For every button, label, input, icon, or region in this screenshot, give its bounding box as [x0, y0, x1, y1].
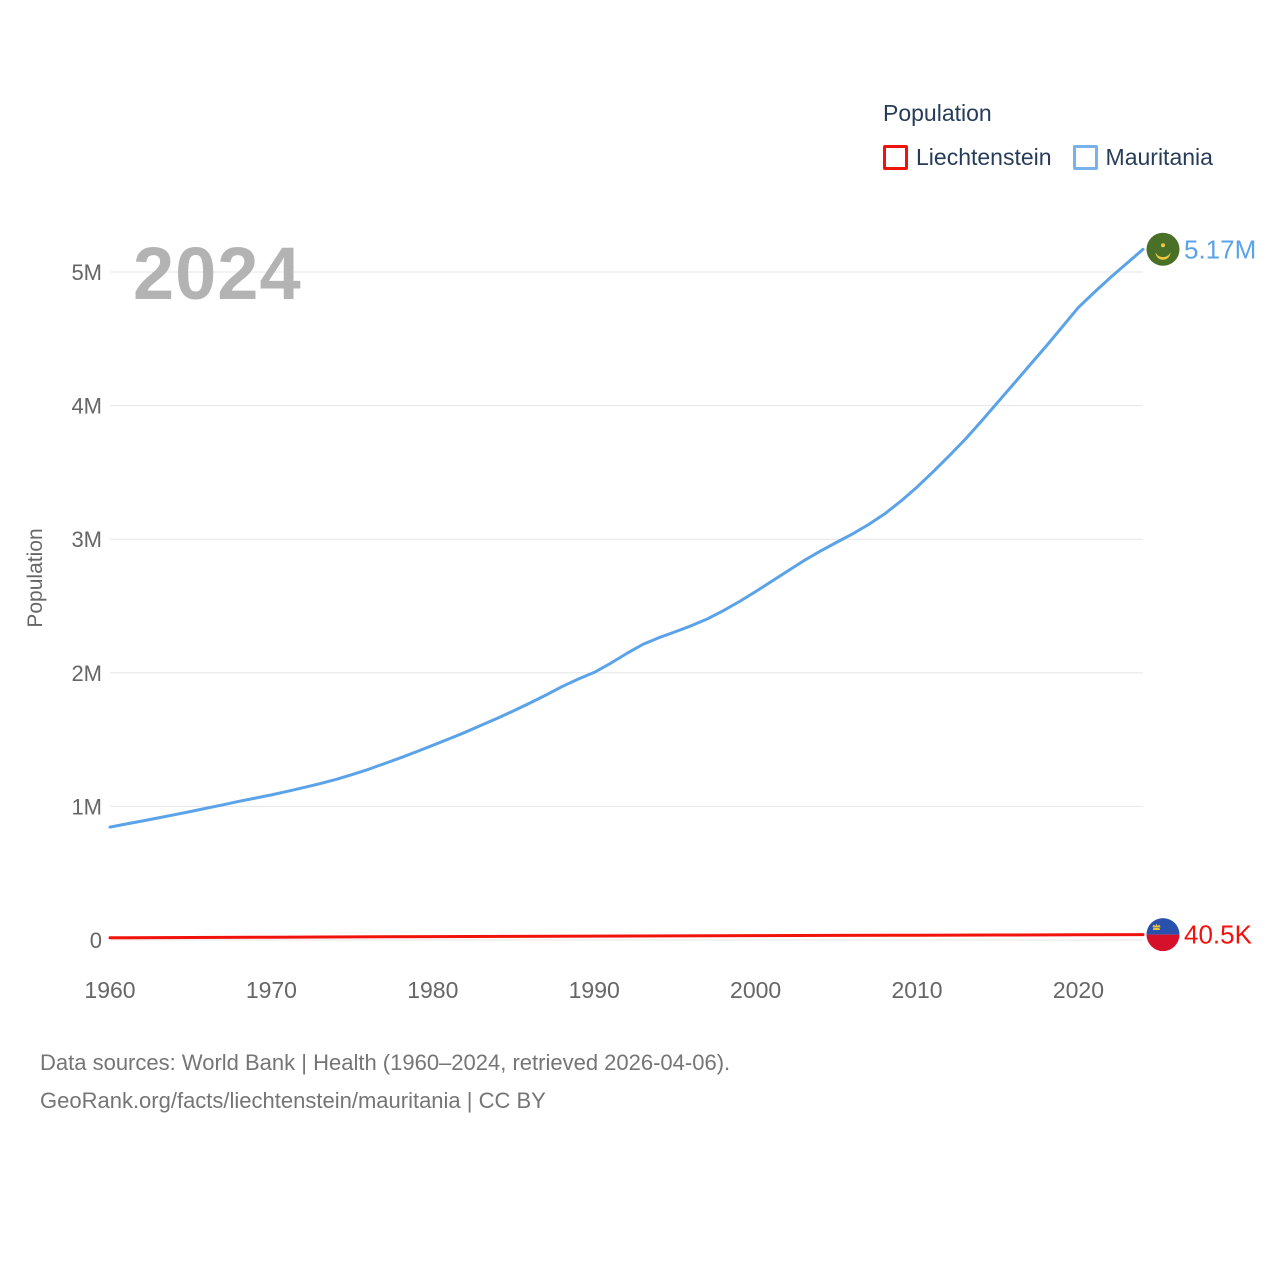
- y-tick-label: 1M: [71, 794, 102, 819]
- end-label-mauritania: 5.17M: [1184, 234, 1256, 264]
- gridlines: [110, 271, 1143, 941]
- y-tick-label: 5M: [71, 260, 102, 285]
- y-axis-title: Population: [24, 528, 47, 627]
- legend-items: Liechtenstein Mauritania: [883, 144, 1213, 171]
- legend-title: Population: [883, 100, 992, 126]
- chart-svg: 2024 Population 0 1M 2M 3M 4M 5M 1960 1970 1980…: [24, 230, 1256, 1003]
- x-tick-label: 1960: [84, 977, 135, 1003]
- footer: Data sources: World Bank | Health (1960–…: [40, 1044, 730, 1120]
- footer-data-sources: Data sources: World Bank | Health (1960–…: [40, 1050, 731, 1075]
- end-label-liechtenstein: 40.5K: [1184, 920, 1253, 950]
- series-line-mauritania[interactable]: [108, 247, 1145, 829]
- series-lines: [108, 247, 1145, 940]
- footer-attribution: GeoRank.org/facts/liechtenstein/mauritan…: [40, 1088, 546, 1113]
- x-tick-label: 1990: [569, 977, 620, 1003]
- y-tick-label: 4M: [71, 394, 102, 419]
- y-tick-labels: 0 1M 2M 3M 4M 5M: [71, 260, 102, 953]
- mauritania-series-swatch: [1072, 145, 1098, 170]
- x-tick-label: 2000: [730, 977, 781, 1003]
- legend-label: Mauritania: [1105, 144, 1213, 170]
- y-tick-label: 3M: [71, 527, 102, 552]
- series-end-labels: 40.5K 5.17M: [1184, 234, 1256, 949]
- x-tick-label: 2020: [1053, 977, 1104, 1003]
- x-tick-labels: 1960 1970 1980 1990 2000 2010 2020: [84, 977, 1104, 1003]
- y-tick-label: 0: [90, 928, 102, 953]
- x-tick-label: 1980: [407, 977, 458, 1003]
- liechtenstein-flag-icon: [1146, 918, 1180, 952]
- watermark-year: 2024: [133, 232, 302, 315]
- legend-item-liechtenstein[interactable]: Liechtenstein: [883, 144, 1052, 171]
- liechtenstein-series-swatch: [883, 145, 908, 170]
- y-tick-label: 2M: [71, 661, 102, 686]
- chart-legend: Population Liechtenstein Mauritania: [883, 100, 1213, 171]
- mauritania-flag-icon: [1146, 232, 1180, 266]
- legend-label: Liechtenstein: [916, 144, 1052, 170]
- series-line-liechtenstein[interactable]: [108, 933, 1145, 940]
- legend-item-mauritania[interactable]: Mauritania: [1072, 144, 1213, 171]
- x-tick-label: 2010: [891, 977, 942, 1003]
- x-tick-label: 1970: [246, 977, 297, 1003]
- plot-area[interactable]: [110, 230, 1143, 940]
